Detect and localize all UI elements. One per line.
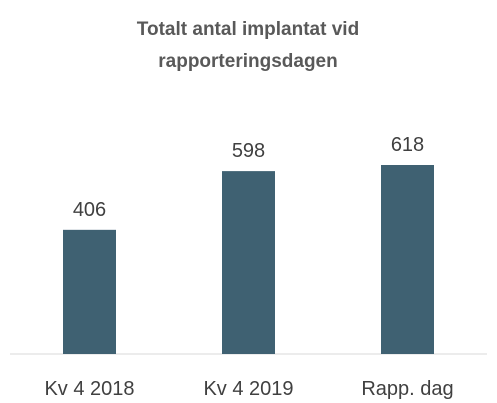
value-label: 406 <box>73 199 106 221</box>
bar <box>63 229 116 354</box>
x-tick-label: Rapp. dag <box>361 378 453 400</box>
x-tick-label: Kv 4 2019 <box>203 378 293 400</box>
value-label: 598 <box>232 140 265 162</box>
bar <box>381 165 434 354</box>
value-label: 618 <box>391 134 424 156</box>
chart-title: Totalt antal implantat vid rapporterings… <box>136 19 360 72</box>
bar <box>222 171 275 354</box>
x-tick-label: Kv 4 2018 <box>44 378 134 400</box>
